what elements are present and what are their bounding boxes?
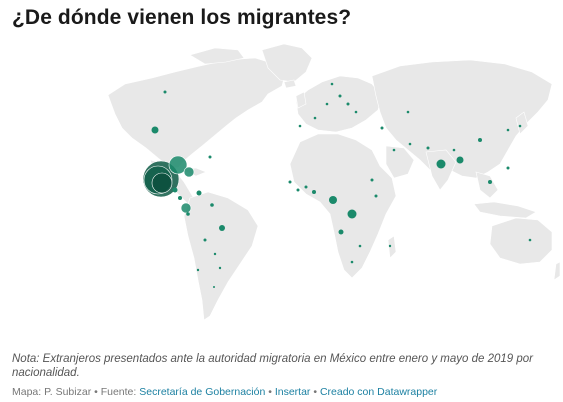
bubble-cuba <box>168 155 188 175</box>
bubble-china <box>478 138 482 142</box>
source-label: Fuente: <box>100 386 140 398</box>
land-japan <box>515 111 529 135</box>
bubble-venezuela <box>210 203 214 207</box>
bubble-iran <box>408 142 412 146</box>
bubble-madagascar <box>388 244 392 248</box>
land-iceland <box>283 79 297 89</box>
land-indonesia <box>473 201 537 219</box>
bubble-bangladesh <box>456 156 464 164</box>
bubble-africa-s1 <box>350 260 354 264</box>
land-uk <box>295 91 307 109</box>
land-asia <box>371 59 553 179</box>
bubble-india <box>436 159 446 169</box>
created-with-link[interactable]: Creado con Datawrapper <box>319 386 438 398</box>
bubble-australia <box>528 238 532 242</box>
bubble-nepal <box>452 148 456 152</box>
bubble-africa-e2 <box>370 178 374 182</box>
bubble-africa-w1 <box>288 180 292 184</box>
bubble-pakistan <box>426 146 430 150</box>
land-arctic-islands <box>189 47 245 65</box>
bubble-bolivia <box>213 252 217 256</box>
bubble-eu-8 <box>380 126 384 130</box>
bubble-haiti <box>183 166 195 178</box>
bubble-argentina <box>218 266 222 270</box>
bubble-eu-5 <box>354 110 358 114</box>
bubble-philippines <box>506 166 510 170</box>
land-greenland <box>261 43 313 83</box>
bubble-eu-7 <box>298 124 302 128</box>
bubble-peru <box>203 238 207 242</box>
bubble-russia <box>406 110 410 114</box>
bubble-small-ca <box>172 187 178 193</box>
bubble-eu-6 <box>330 82 334 86</box>
bubble-usa <box>151 126 159 134</box>
map-title: ¿De dónde vienen los migrantes? <box>12 6 352 29</box>
source-link[interactable]: Secretaría de Gobernación <box>139 386 266 398</box>
land-madagascar <box>387 235 397 259</box>
bubble-canada <box>163 90 167 94</box>
bubble-brasil <box>219 225 225 231</box>
bubble-el-salvador <box>151 172 173 194</box>
bubble-colombia <box>196 190 202 196</box>
bubble-eu-2 <box>338 94 342 98</box>
credit-text: Mapa: P. Subizar <box>12 386 92 398</box>
bubble-small-ca2 <box>178 196 182 200</box>
land-arabia <box>385 145 415 179</box>
bubble-japan <box>518 124 522 128</box>
bubble-camerun <box>329 196 337 204</box>
bubble-africa-e1 <box>374 194 378 198</box>
map-footer: Mapa: P. Subizar • Fuente: Secretaría de… <box>12 386 438 398</box>
land-australia <box>489 217 553 265</box>
bubble-eu-1 <box>325 102 329 106</box>
bubble-us-east <box>208 155 212 159</box>
land-africa <box>289 133 397 279</box>
bubble-congo <box>347 209 357 219</box>
bubble-angola <box>338 229 344 235</box>
land-southeast-asia <box>475 171 499 199</box>
bubble-vietnam <box>488 180 492 184</box>
bubble-middle-east <box>392 148 396 152</box>
bubble-africa-w2 <box>296 188 300 192</box>
bubble-korea <box>506 128 510 132</box>
land-new-zealand <box>553 261 561 281</box>
bubble-nicaragua <box>180 202 192 214</box>
bubble-eu-3 <box>313 116 317 120</box>
bubble-ecuador <box>186 212 190 216</box>
map-note: Nota: Extranjeros presentados ante la au… <box>12 353 533 379</box>
bubble-chile <box>196 268 200 272</box>
land-layer <box>107 43 561 321</box>
bubble-layer <box>142 82 532 288</box>
land-north-america <box>107 57 286 169</box>
bubble-ghana <box>312 190 316 194</box>
land-south-america <box>183 191 259 321</box>
embed-link[interactable]: Insertar <box>274 386 311 398</box>
bubble-eu-4 <box>346 102 350 106</box>
bubble-uruguay <box>213 286 215 288</box>
bubble-africa-w3 <box>304 185 308 189</box>
land-europe <box>295 75 383 133</box>
land-india <box>425 149 457 191</box>
bubble-africa-s2 <box>358 244 362 248</box>
